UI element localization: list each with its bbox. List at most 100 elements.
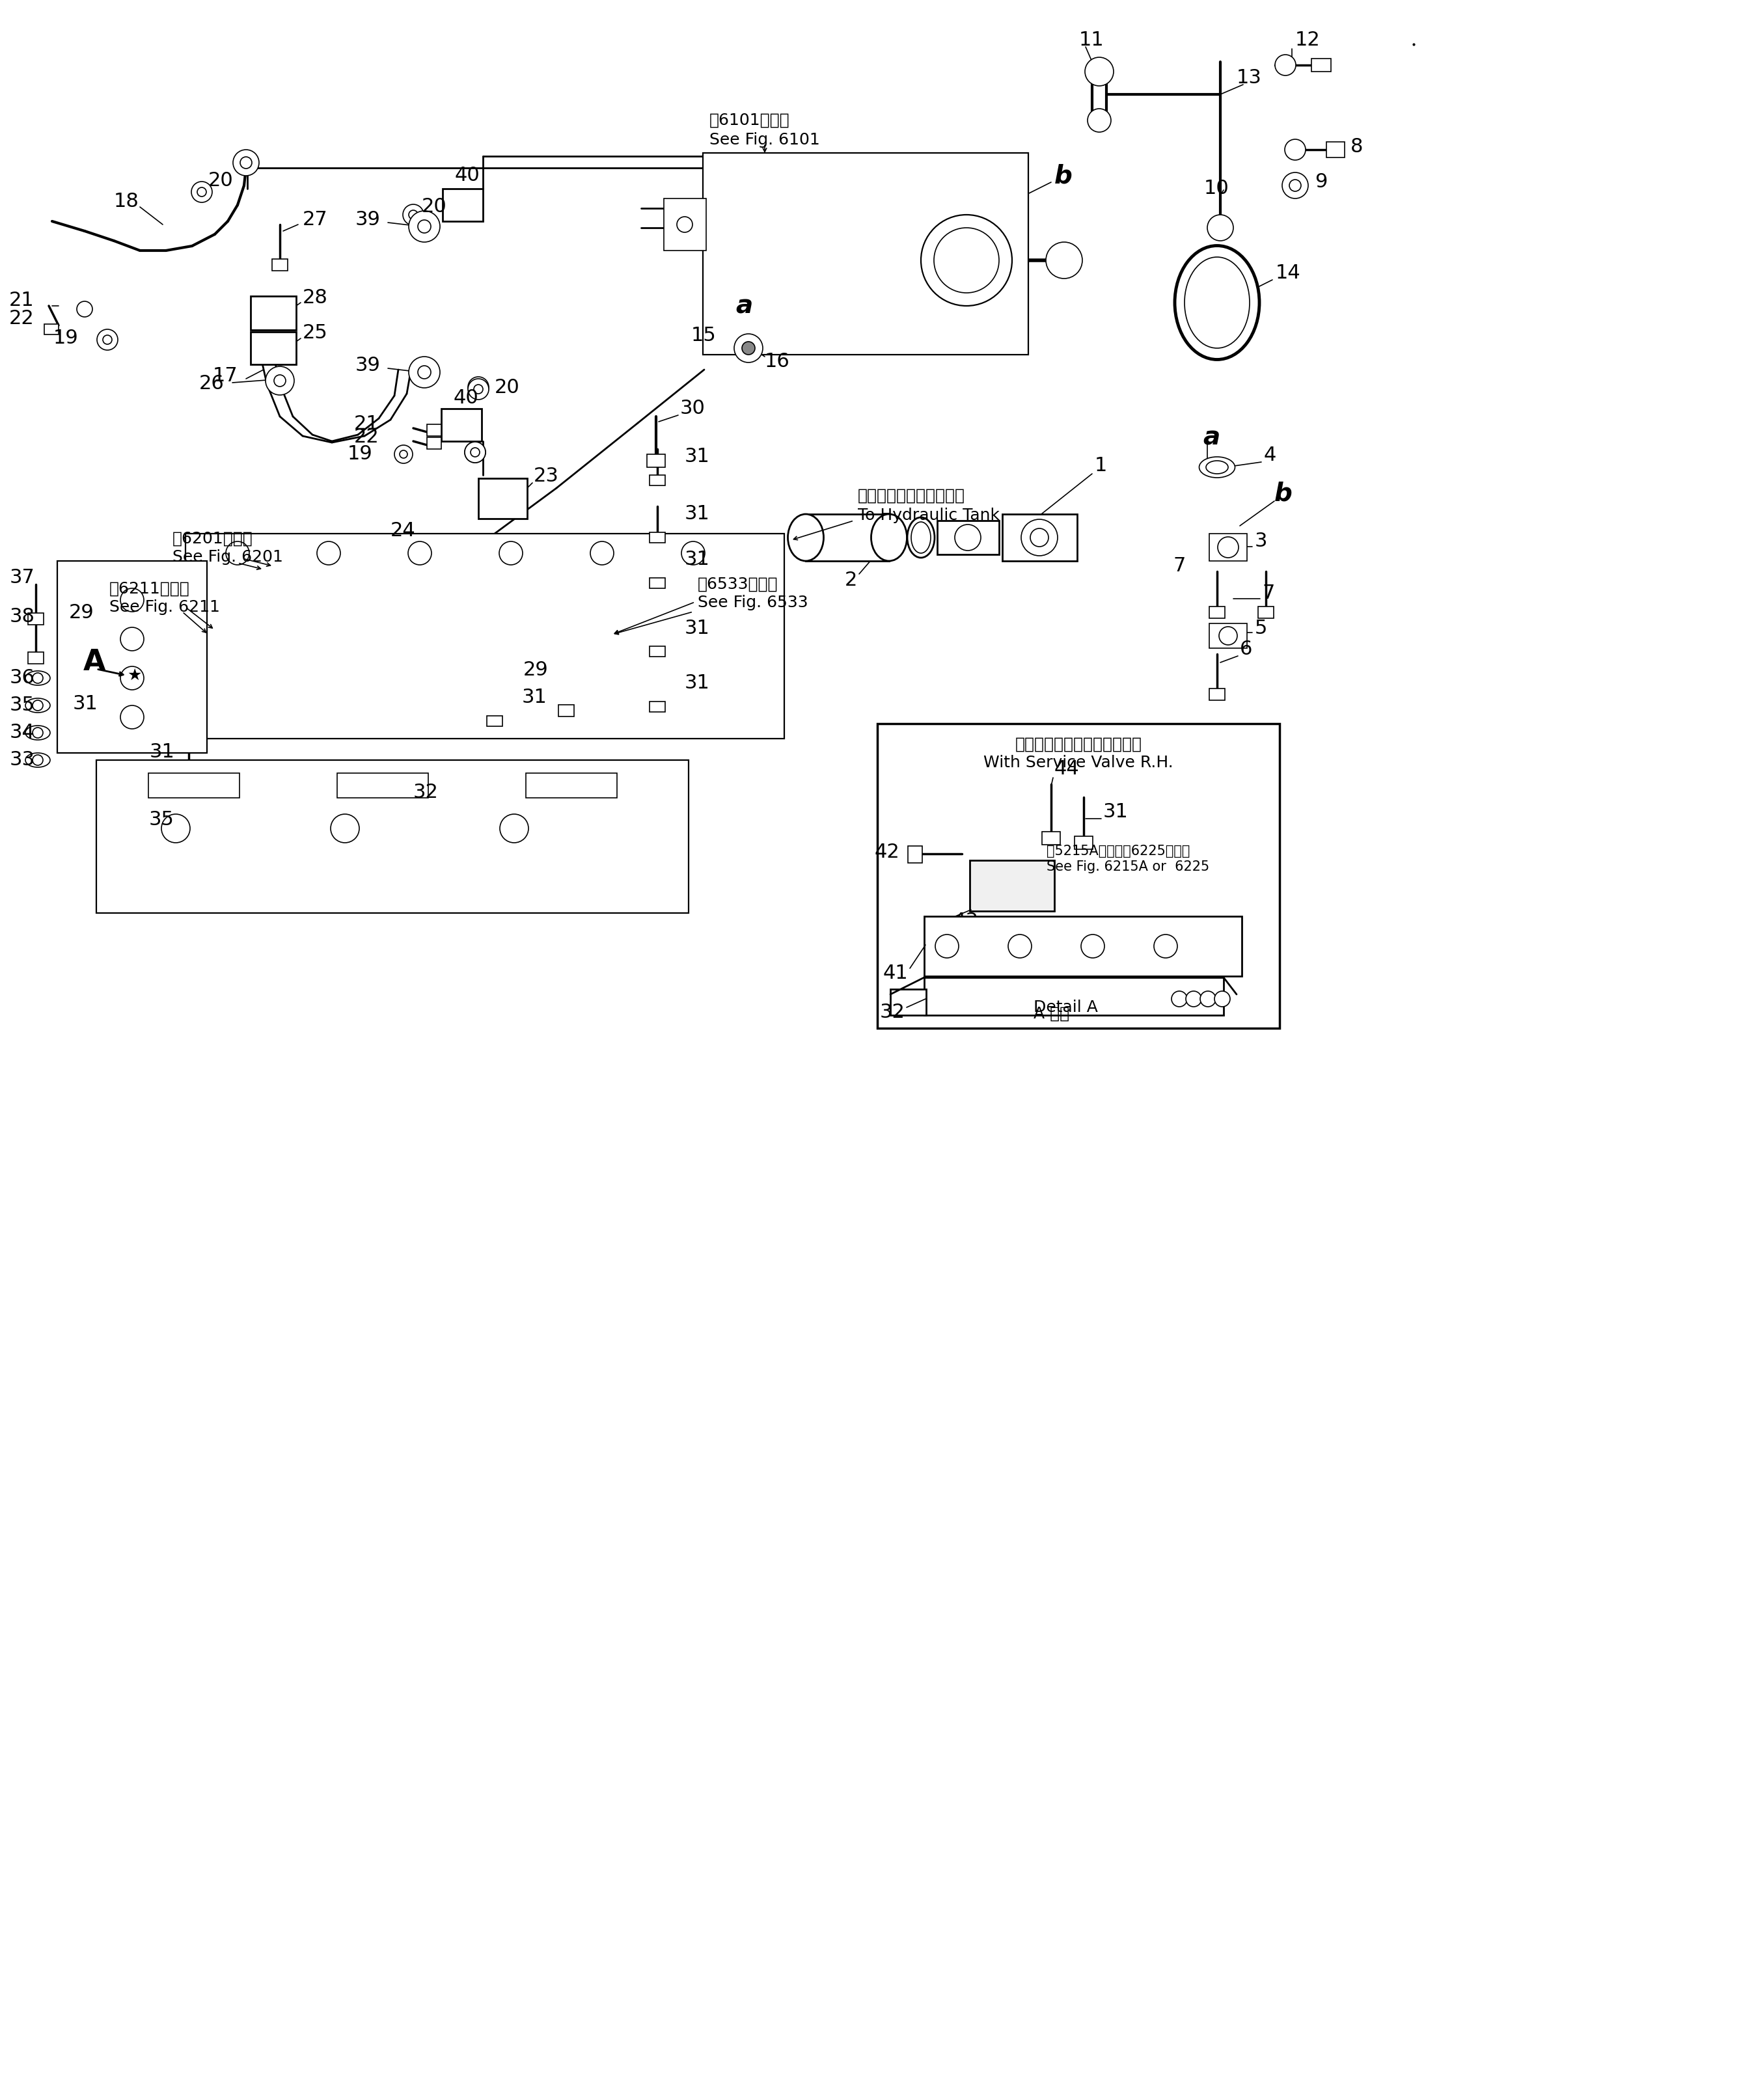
Bar bbox=[649, 701, 665, 712]
Text: 18: 18 bbox=[114, 193, 139, 212]
Text: See Fig. 6215A or  6225: See Fig. 6215A or 6225 bbox=[1047, 861, 1210, 874]
Text: 39: 39 bbox=[356, 357, 381, 376]
Bar bbox=[924, 916, 1242, 976]
Bar bbox=[251, 296, 296, 330]
Text: Detail A: Detail A bbox=[1033, 1000, 1098, 1014]
Text: 31: 31 bbox=[149, 741, 175, 760]
Ellipse shape bbox=[907, 517, 935, 559]
Text: 32: 32 bbox=[879, 1002, 905, 1021]
Circle shape bbox=[1080, 934, 1105, 958]
Text: 19: 19 bbox=[53, 330, 79, 349]
Text: 20: 20 bbox=[495, 378, 519, 397]
Circle shape bbox=[395, 445, 412, 464]
Text: 3: 3 bbox=[1254, 531, 1268, 550]
Text: 16: 16 bbox=[765, 351, 789, 370]
Text: See Fig. 6533: See Fig. 6533 bbox=[698, 594, 809, 611]
Text: 23: 23 bbox=[533, 466, 560, 485]
Text: 5: 5 bbox=[1254, 619, 1268, 638]
Circle shape bbox=[591, 542, 614, 565]
Text: 34: 34 bbox=[11, 722, 35, 741]
Circle shape bbox=[1030, 529, 1049, 546]
Circle shape bbox=[191, 181, 212, 202]
Circle shape bbox=[735, 334, 763, 363]
Circle shape bbox=[1186, 991, 1201, 1006]
Text: 21: 21 bbox=[354, 416, 379, 435]
Text: 22: 22 bbox=[354, 428, 379, 447]
Circle shape bbox=[1021, 519, 1058, 556]
Bar bbox=[649, 578, 665, 588]
Circle shape bbox=[500, 815, 528, 842]
Circle shape bbox=[409, 357, 440, 388]
Bar bbox=[28, 653, 44, 664]
Text: 35: 35 bbox=[11, 695, 35, 714]
Circle shape bbox=[317, 542, 340, 565]
Text: 44: 44 bbox=[1054, 760, 1079, 779]
Bar bbox=[426, 424, 442, 437]
Bar bbox=[647, 454, 665, 466]
Text: 35: 35 bbox=[149, 811, 174, 830]
Text: 20: 20 bbox=[421, 197, 447, 216]
Circle shape bbox=[403, 204, 424, 225]
Circle shape bbox=[1086, 57, 1114, 86]
Bar bbox=[186, 533, 784, 739]
Bar bbox=[426, 437, 442, 449]
Bar bbox=[488, 716, 502, 727]
Circle shape bbox=[954, 525, 980, 550]
Circle shape bbox=[1207, 214, 1233, 242]
Text: With Service Valve R.H.: With Service Valve R.H. bbox=[984, 754, 1173, 771]
Text: 24: 24 bbox=[391, 521, 416, 540]
Circle shape bbox=[121, 666, 144, 689]
Text: 31: 31 bbox=[684, 447, 710, 466]
Circle shape bbox=[465, 441, 486, 462]
Circle shape bbox=[1009, 934, 1031, 958]
Text: 38: 38 bbox=[11, 607, 35, 626]
Circle shape bbox=[1284, 139, 1305, 160]
Ellipse shape bbox=[1175, 246, 1259, 359]
Text: See Fig. 6101: See Fig. 6101 bbox=[709, 132, 819, 147]
Ellipse shape bbox=[1207, 460, 1228, 475]
Circle shape bbox=[470, 447, 479, 458]
Circle shape bbox=[161, 815, 189, 842]
Bar bbox=[181, 773, 196, 781]
Bar bbox=[58, 561, 207, 754]
Text: 25: 25 bbox=[303, 323, 328, 342]
Text: 8: 8 bbox=[1351, 136, 1363, 155]
Circle shape bbox=[1219, 626, 1237, 645]
Text: 22: 22 bbox=[9, 309, 33, 328]
Circle shape bbox=[1217, 538, 1238, 559]
Text: 2: 2 bbox=[845, 571, 858, 590]
Text: 12: 12 bbox=[1294, 32, 1321, 50]
Text: 11: 11 bbox=[1079, 32, 1105, 50]
Bar bbox=[526, 773, 617, 798]
Bar bbox=[1075, 836, 1093, 848]
Text: 31: 31 bbox=[684, 619, 710, 638]
Text: ★: ★ bbox=[126, 668, 142, 682]
Circle shape bbox=[274, 374, 286, 386]
Ellipse shape bbox=[1200, 458, 1235, 477]
Text: 43: 43 bbox=[954, 911, 979, 930]
Circle shape bbox=[400, 449, 407, 458]
Circle shape bbox=[233, 149, 260, 176]
Bar bbox=[1312, 59, 1331, 71]
Circle shape bbox=[1087, 109, 1110, 132]
Circle shape bbox=[677, 216, 693, 233]
Bar bbox=[442, 189, 482, 221]
Ellipse shape bbox=[25, 754, 51, 766]
Text: 37: 37 bbox=[11, 569, 35, 588]
Text: 29: 29 bbox=[523, 662, 547, 680]
Circle shape bbox=[474, 384, 482, 393]
Circle shape bbox=[33, 754, 42, 764]
Circle shape bbox=[121, 628, 144, 651]
Circle shape bbox=[96, 330, 118, 351]
Bar bbox=[479, 479, 528, 519]
Text: 32: 32 bbox=[414, 783, 439, 802]
Text: 40: 40 bbox=[453, 388, 479, 407]
Circle shape bbox=[417, 220, 431, 233]
Bar bbox=[937, 521, 1000, 554]
Circle shape bbox=[474, 382, 482, 393]
Text: A: A bbox=[82, 649, 105, 676]
Ellipse shape bbox=[872, 514, 907, 561]
Circle shape bbox=[1289, 181, 1301, 191]
Text: See Fig. 6201: See Fig. 6201 bbox=[172, 550, 282, 565]
Text: 14: 14 bbox=[1275, 265, 1301, 284]
